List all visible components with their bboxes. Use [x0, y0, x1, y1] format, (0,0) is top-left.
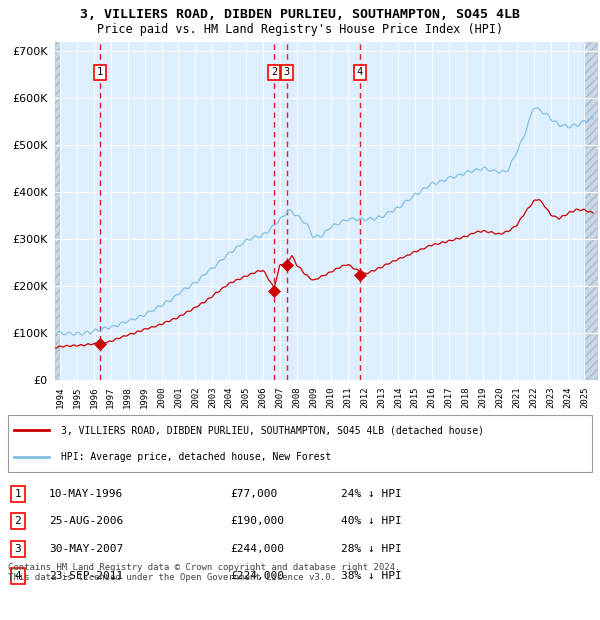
Bar: [584, 42, 598, 380]
Text: 3, VILLIERS ROAD, DIBDEN PURLIEU, SOUTHAMPTON, SO45 4LB (detached house): 3, VILLIERS ROAD, DIBDEN PURLIEU, SOUTHA…: [61, 425, 484, 435]
Text: 3, VILLIERS ROAD, DIBDEN PURLIEU, SOUTHAMPTON, SO45 4LB: 3, VILLIERS ROAD, DIBDEN PURLIEU, SOUTHA…: [80, 9, 520, 22]
Text: 38% ↓ HPI: 38% ↓ HPI: [341, 571, 401, 581]
Text: £224,000: £224,000: [230, 571, 284, 581]
FancyBboxPatch shape: [8, 415, 592, 472]
Text: 40% ↓ HPI: 40% ↓ HPI: [341, 516, 401, 526]
Bar: [55, 42, 60, 380]
Text: 28% ↓ HPI: 28% ↓ HPI: [341, 544, 401, 554]
Text: £77,000: £77,000: [230, 489, 277, 499]
Text: 30-MAY-2007: 30-MAY-2007: [49, 544, 123, 554]
Text: HPI: Average price, detached house, New Forest: HPI: Average price, detached house, New …: [61, 451, 331, 462]
Text: 1: 1: [97, 68, 103, 78]
Text: 2: 2: [271, 68, 277, 78]
Text: Price paid vs. HM Land Registry's House Price Index (HPI): Price paid vs. HM Land Registry's House …: [97, 23, 503, 36]
Text: 1: 1: [14, 489, 22, 499]
Text: 10-MAY-1996: 10-MAY-1996: [49, 489, 123, 499]
Text: £190,000: £190,000: [230, 516, 284, 526]
Text: 3: 3: [14, 544, 22, 554]
Text: £244,000: £244,000: [230, 544, 284, 554]
Text: Contains HM Land Registry data © Crown copyright and database right 2024.
This d: Contains HM Land Registry data © Crown c…: [8, 563, 400, 582]
Text: 4: 4: [357, 68, 363, 78]
Text: 2: 2: [14, 516, 22, 526]
Text: 25-AUG-2006: 25-AUG-2006: [49, 516, 123, 526]
Text: 3: 3: [284, 68, 290, 78]
Text: 23-SEP-2011: 23-SEP-2011: [49, 571, 123, 581]
Text: 4: 4: [14, 571, 22, 581]
Text: 24% ↓ HPI: 24% ↓ HPI: [341, 489, 401, 499]
